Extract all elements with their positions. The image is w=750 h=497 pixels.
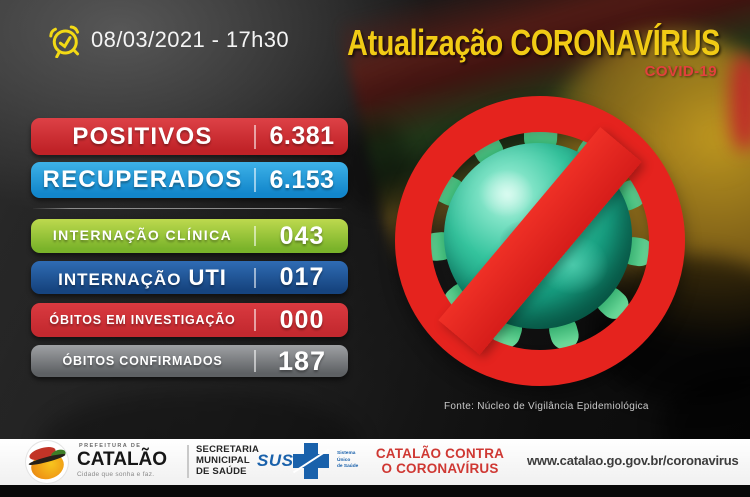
stat-label: INTERNAÇÃO CLÍNICA [52,227,233,243]
stat-value: 6.381 [269,122,335,150]
sus-cross-icon [292,443,330,479]
bar-divider [254,350,256,372]
stat-label: ÓBITOS EM INVESTIGAÇÃO [49,313,236,327]
stat-bar-obitos-confirmados: ÓBITOS CONFIRMADOS 187 [31,345,348,377]
stat-label: ÓBITOS CONFIRMADOS [62,354,223,368]
stat-label: RECUPERADOS [42,166,243,193]
bar-divider [254,309,256,331]
prefeitura-label: PREFEITURA DE [79,443,142,449]
stat-label: POSITIVOS [72,122,213,150]
background-shape [340,120,410,210]
catalao-seal-logo [26,441,68,483]
footer-bottom-strip [0,485,750,497]
stat-value: 017 [279,263,325,291]
bar-divider [254,124,256,149]
footer-bar: PREFEITURA DE CATALÃO Cidade que sonha e… [0,439,750,485]
stat-bar-obitos-investigacao: ÓBITOS EM INVESTIGAÇÃO 000 [31,303,348,337]
stats-panel: POSITIVOS 6.381 RECUPERADOS 6.153 INTERN… [31,118,348,377]
footer-divider [187,445,189,478]
covid19-subtitle: COVID-19 [644,63,717,80]
sus-logo-text: SUS [257,451,294,470]
stat-label: INTERNAÇÃO [58,269,182,289]
bar-divider [254,168,256,192]
website-url: www.catalao.go.gov.br/coronavirus [527,453,739,468]
stat-bar-internacao-clinica: INTERNAÇÃO CLÍNICA 043 [31,219,348,253]
secretaria-saude-label: SECRETARIA MUNICIPAL DE SAÚDE [196,444,260,478]
stat-bar-recuperados: RECUPERADOS 6.153 [31,162,348,198]
group-separator [33,208,342,209]
campaign-slogan: CATALÃO CONTRA O CORONAVÍRUS [375,446,505,476]
prefeitura-name: CATALÃO [77,449,168,470]
update-datetime: 08/03/2021 - 17h30 [91,27,290,52]
stat-bar-positivos: POSITIVOS 6.381 [31,118,348,155]
prefeitura-tagline: Cidade que sonha e faz. [77,471,155,478]
prefeitura-logo-text: PREFEITURA DE CATALÃO Cidade que sonha e… [77,443,167,478]
source-note: Fonte: Núcleo de Vigilância Epidemiológi… [444,401,649,412]
bar-divider [254,267,256,288]
stat-value: 000 [279,305,325,334]
sus-full-name: Sistema Único de Saúde [337,451,359,470]
alarm-clock-icon [49,25,80,58]
stat-value: 6.153 [269,165,335,194]
stat-label-strong: UTI [188,264,227,290]
red-stripe-art [730,55,750,150]
date-row: 08/03/2021 - 17h30 [48,22,289,58]
bar-divider [254,226,256,246]
stat-bar-internacao-uti: INTERNAÇÃO UTI 017 [31,261,348,294]
stat-value: 043 [279,221,325,250]
stat-value: 187 [277,345,327,376]
page-title: Atualização CORONAVÍRUS [347,22,720,63]
